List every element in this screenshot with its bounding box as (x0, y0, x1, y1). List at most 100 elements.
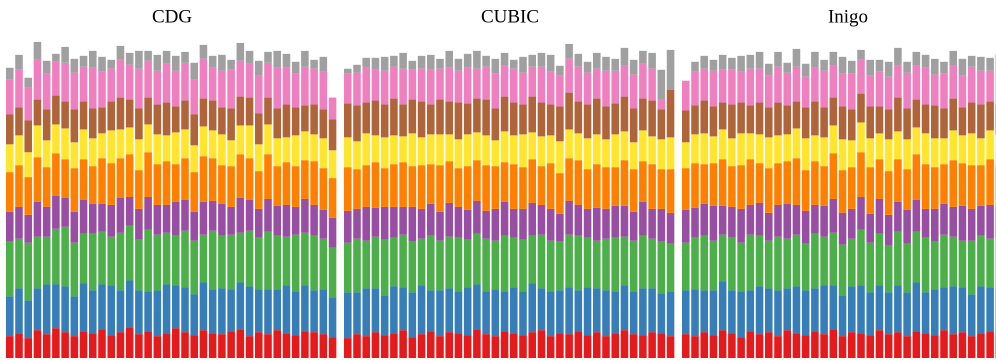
bar-segment (718, 54, 727, 70)
bar-segment (500, 235, 509, 292)
bar-segment (709, 240, 718, 291)
bar-segment (620, 330, 629, 358)
bar-segment (427, 290, 435, 332)
bar-segment (792, 101, 801, 129)
bar-segment (648, 208, 656, 239)
bar-segment (611, 237, 620, 292)
bar-segment (328, 337, 337, 358)
bar-segment (218, 235, 226, 289)
bar-segment (949, 160, 958, 207)
bar-segment (931, 105, 939, 139)
bar-segment (574, 290, 583, 332)
bar-segment (801, 335, 810, 358)
bar-segment (709, 163, 718, 206)
bar-segment (282, 137, 291, 163)
bar-segment (602, 238, 610, 291)
bar-segment (491, 336, 500, 358)
bar-segment (353, 105, 361, 142)
bar-segment (282, 67, 291, 105)
bar-segment (79, 66, 88, 102)
bar-segment (61, 46, 69, 63)
bar-segment (245, 158, 254, 200)
bar-segment (977, 70, 985, 105)
bar-segment (380, 137, 389, 169)
bar-segment (848, 60, 856, 74)
bar-segment (921, 133, 930, 165)
bar-segment (144, 60, 152, 98)
bar-segment (427, 54, 435, 70)
bar-segment (362, 206, 371, 241)
bar-segment (116, 59, 125, 98)
bar-segment (199, 98, 208, 127)
bar-segment (510, 135, 518, 165)
bar-segment (24, 338, 33, 358)
bar-segment (746, 234, 755, 291)
bar-segment (737, 133, 745, 166)
bar-segment (89, 203, 97, 234)
bar-segment (583, 104, 592, 139)
bar-segment (98, 158, 106, 204)
bar-segment (629, 142, 638, 170)
bar-segment (218, 70, 226, 108)
bar-segment (875, 285, 884, 331)
bar-segment (153, 54, 162, 71)
bar-segment (135, 68, 143, 109)
bar-segment (691, 163, 699, 208)
bar-segment (15, 69, 23, 108)
bar-segment (783, 134, 792, 162)
bar-segment (700, 133, 709, 165)
bar-segment (227, 166, 235, 207)
bar-segment (903, 61, 911, 73)
bar-segment (24, 242, 33, 301)
bar-segment (940, 164, 948, 204)
bar-segment (884, 139, 893, 172)
bar-segment (70, 242, 79, 297)
bar-segment (116, 158, 125, 198)
bar-segment (408, 69, 417, 100)
bar-segment (172, 201, 180, 236)
bar-segment (371, 135, 380, 163)
bar-segment (218, 288, 226, 335)
bar-segment (894, 285, 902, 333)
bar-segment (666, 243, 675, 292)
bar-segment (255, 208, 263, 238)
bar-segment (245, 97, 254, 126)
bar-segment (820, 236, 828, 286)
bar-segment (765, 332, 773, 358)
bar-segment (445, 50, 454, 68)
bar-segment (811, 67, 819, 102)
bar-segment (116, 45, 125, 60)
bar-segment (482, 135, 490, 166)
bar-segment (718, 205, 727, 235)
bar-segment (792, 66, 801, 102)
bar-segment (408, 60, 417, 70)
bar-segment (556, 213, 564, 242)
bar-segment (135, 108, 143, 140)
bar-segment (737, 102, 745, 134)
bar-segment (172, 106, 180, 133)
bar-segment (682, 168, 690, 210)
bar-segment (967, 55, 976, 67)
bar-segment (162, 333, 171, 358)
bar-segment (172, 164, 180, 202)
bar-segment (565, 234, 573, 288)
bar-segment (691, 134, 699, 164)
bar-segment (829, 51, 838, 66)
bar-segment (848, 286, 856, 333)
bar-segment (473, 200, 481, 234)
bar-segment (657, 241, 666, 294)
bar-segment (463, 209, 472, 240)
bar-segment (620, 236, 629, 286)
bar-segment (565, 158, 573, 201)
bar-segment (574, 331, 583, 358)
bar-segment (473, 233, 481, 285)
bar-segment (700, 68, 709, 101)
bar-segment (602, 290, 610, 337)
bar-segment (79, 233, 88, 284)
bar-segment (125, 196, 134, 226)
bar-segment (801, 210, 810, 244)
bar-segment (565, 334, 573, 358)
bar-segment (848, 167, 856, 209)
bar-segment (583, 208, 592, 238)
bar-segment (344, 167, 352, 211)
